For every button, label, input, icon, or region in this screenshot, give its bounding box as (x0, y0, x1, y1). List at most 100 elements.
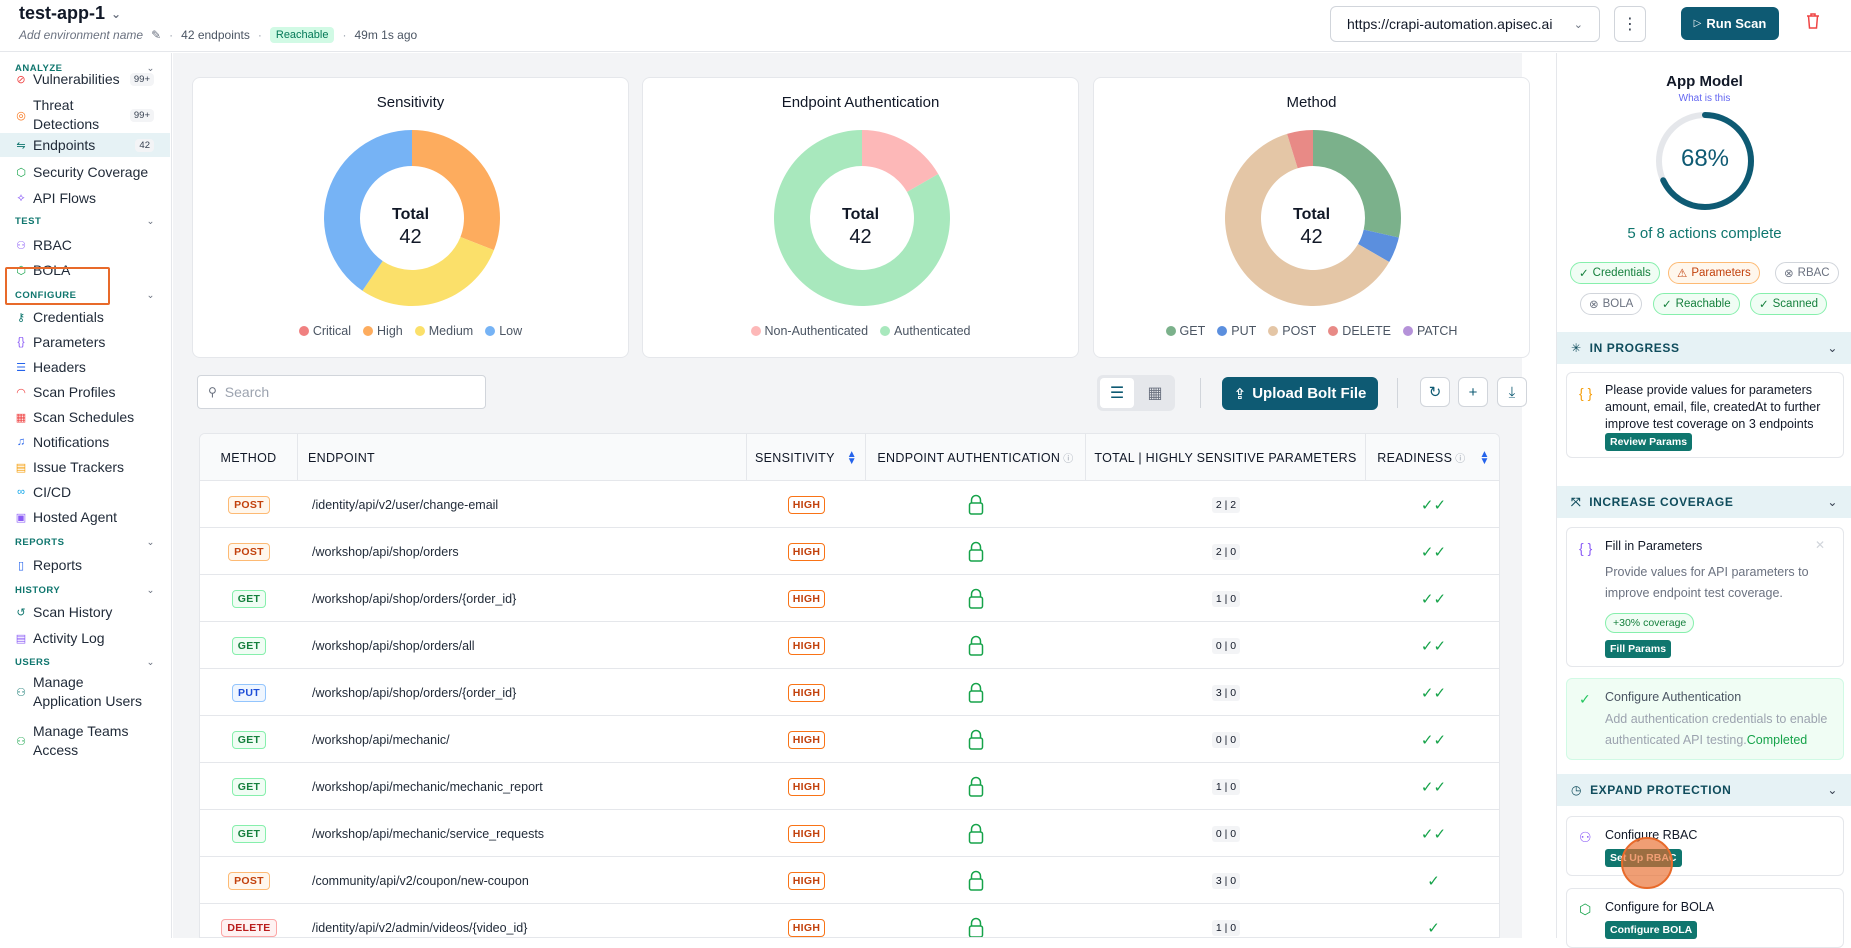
sidebar-item-threat-detections[interactable]: ◎ Threat Detections 99+ (0, 95, 170, 135)
slice-put[interactable] (1358, 229, 1399, 262)
endpoint-cell[interactable]: /identity/api/v2/admin/videos/{video_id} (312, 920, 528, 935)
sidebar-item-manage-application-users[interactable]: ⚇ Manage Application Users (0, 672, 170, 712)
table-row[interactable]: GET/workshop/api/shop/orders/all HIGH 0 | … (200, 622, 1499, 669)
chip-parameters[interactable]: ⚠ Parameters (1668, 262, 1760, 284)
run-scan-button[interactable]: ▷ Run Scan (1681, 7, 1779, 40)
slice-authenticated[interactable] (774, 130, 950, 306)
sidebar-item-scan-profiles[interactable]: ◠ Scan Profiles (0, 380, 170, 404)
chip-bola[interactable]: ⊗ BOLA (1580, 293, 1643, 315)
chip-reachable[interactable]: ✓ Reachable (1653, 293, 1740, 315)
sidebar-item-manage-teams-access[interactable]: ⚇ Manage Teams Access (0, 721, 170, 761)
column-header-authentication[interactable]: ENDPOINT AUTHENTICATION ⓘ (866, 434, 1086, 481)
sidebar-item-endpoints[interactable]: ⇋ Endpoints 42 (0, 133, 170, 157)
review-params-button[interactable]: Review Params (1605, 433, 1693, 451)
legend-item[interactable]: POST (1268, 324, 1316, 338)
column-header-parameters[interactable]: TOTAL | HIGHLY SENSITIVE PARAMETERS (1086, 434, 1366, 481)
legend-item[interactable]: DELETE (1328, 324, 1391, 338)
sidebar-item-activity-log[interactable]: ▤ Activity Log (0, 626, 170, 650)
sidebar-item-vulnerabilities[interactable]: ⊘ Vulnerabilities 99+ (0, 68, 170, 90)
sidebar-item-headers[interactable]: ☰ Headers (0, 355, 170, 379)
sidebar-item-issue-trackers[interactable]: ▤ Issue Trackers (0, 455, 170, 479)
legend-item[interactable]: GET (1165, 324, 1205, 338)
section-analyze[interactable]: ANALYZE ⌄ (15, 63, 155, 74)
chip-rbac[interactable]: ⊗ RBAC (1775, 262, 1839, 284)
close-icon[interactable]: ✕ (1814, 538, 1825, 552)
url-select[interactable]: https://crapi-automation.apisec.ai ⌄ (1330, 6, 1600, 42)
column-header-readiness[interactable]: READINESS ⓘ ▲ ▼ (1366, 434, 1499, 481)
table-row[interactable]: GET/workshop/api/mechanic/mechanic_repor… (200, 763, 1499, 810)
slice-delete[interactable] (1287, 130, 1313, 169)
endpoint-cell[interactable]: /workshop/api/mechanic/ (312, 732, 450, 747)
section-reports[interactable]: REPORTS ⌄ (15, 537, 155, 548)
endpoint-cell[interactable]: /workshop/api/shop/orders/all (312, 638, 475, 653)
authentication-donut[interactable] (774, 130, 950, 306)
legend-item[interactable]: Low (485, 324, 522, 338)
sidebar-item-notifications[interactable]: ♫ Notifications (0, 430, 170, 454)
sort-icon[interactable]: ▲ ▼ (846, 448, 857, 467)
method-donut[interactable] (1225, 130, 1401, 306)
more-options-button[interactable]: ⋮ (1614, 6, 1646, 42)
sidebar-item-hosted-agent[interactable]: ▣ Hosted Agent (0, 505, 170, 529)
section-test[interactable]: TEST ⌄ (15, 216, 155, 227)
grid-view-icon[interactable]: ▦ (1147, 385, 1163, 402)
legend-item[interactable]: Non-Authenticated (750, 324, 868, 338)
what-is-this-link[interactable]: What is this (1678, 93, 1731, 104)
column-header-method[interactable]: METHOD (200, 434, 298, 481)
configure-bola-button[interactable]: Configure BOLA (1605, 921, 1698, 939)
endpoint-cell[interactable]: /workshop/api/shop/orders/{order_id} (312, 591, 517, 606)
legend-item[interactable]: Medium (414, 324, 473, 338)
table-row[interactable]: PUT/workshop/api/shop/orders/{order_id} H… (200, 669, 1499, 716)
section-history[interactable]: HISTORY ⌄ (15, 585, 155, 596)
slice-non-authenticated[interactable] (862, 130, 939, 192)
info-icon[interactable]: ⓘ (1455, 454, 1466, 465)
plus-icon[interactable]: + (1458, 377, 1488, 407)
sort-icon[interactable]: ▲ ▼ (1479, 448, 1490, 467)
sidebar-item-parameters[interactable]: {} Parameters (0, 330, 170, 354)
table-row[interactable]: POST/identity/api/v2/user/change-email HI… (200, 481, 1499, 528)
legend-item[interactable]: PUT (1217, 324, 1256, 338)
sidebar-item-scan-schedules[interactable]: ▦ Scan Schedules (0, 405, 170, 429)
sidebar-item-scan-history[interactable]: ↺ Scan History (0, 600, 170, 624)
endpoint-cell[interactable]: /community/api/v2/coupon/new-coupon (312, 873, 529, 888)
table-row[interactable]: GET/workshop/api/shop/orders/{order_id} H… (200, 575, 1499, 622)
section-increase-coverage[interactable]: ⤧ INCREASE COVERAGE ⌄ (1557, 486, 1851, 518)
column-header-sensitivity[interactable]: SENSITIVITY ▲ ▼ (747, 434, 866, 481)
section-in-progress[interactable]: ✳ IN PROGRESS ⌄ (1557, 332, 1851, 364)
section-expand-protection[interactable]: ◷ EXPAND PROTECTION ⌄ (1557, 774, 1851, 806)
info-icon[interactable]: ⓘ (1063, 454, 1074, 465)
section-configure[interactable]: CONFIGURE ⌄ (15, 290, 155, 301)
sidebar-item-api-flows[interactable]: ⟡ API Flows (0, 186, 170, 210)
table-row[interactable]: GET/workshop/api/mechanic/service_reques… (200, 810, 1499, 857)
table-row[interactable]: POST/workshop/api/shop/orders HIGH 2 | 0 ✓✓ (200, 528, 1499, 575)
legend-item[interactable]: Critical (298, 324, 351, 338)
slice-get[interactable] (1313, 130, 1401, 238)
endpoint-cell[interactable]: /workshop/api/shop/orders (312, 544, 459, 559)
refresh-icon[interactable]: ↻ (1420, 377, 1450, 407)
trash-icon[interactable] (1806, 12, 1820, 34)
upload-bolt-file-button[interactable]: ⇪ Upload Bolt File (1222, 377, 1378, 410)
endpoint-cell[interactable]: /workshop/api/shop/orders/{order_id} (312, 685, 517, 700)
table-row[interactable]: POST/community/api/v2/coupon/new-coupon H… (200, 857, 1499, 904)
slice-low[interactable] (324, 130, 412, 291)
search-input[interactable]: ⚲ Search (197, 375, 486, 409)
app-selector[interactable]: test-app-1 ⌄ (19, 3, 121, 24)
slice-high[interactable] (412, 130, 500, 251)
endpoint-cell[interactable]: /workshop/api/mechanic/mechanic_report (312, 779, 543, 794)
pencil-icon[interactable]: ✎ (151, 28, 162, 42)
download-icon[interactable]: ⤓ (1497, 377, 1527, 407)
section-users[interactable]: USERS ⌄ (15, 657, 155, 668)
chip-credentials[interactable]: ✓ Credentials (1570, 262, 1660, 284)
column-header-endpoint[interactable]: ENDPOINT (298, 434, 747, 481)
sidebar-item-bola[interactable]: ⬡ BOLA (0, 258, 170, 282)
endpoint-cell[interactable]: /workshop/api/mechanic/service_requests (312, 826, 545, 841)
sidebar-item-security-coverage[interactable]: ⬡ Security Coverage (0, 160, 170, 184)
legend-item[interactable]: Authenticated (880, 324, 971, 338)
chip-scanned[interactable]: ✓ Scanned (1750, 293, 1828, 315)
sidebar-item-rbac[interactable]: ⚇ RBAC (0, 233, 170, 257)
endpoint-cell[interactable]: /identity/api/v2/user/change-email (312, 497, 499, 512)
sidebar-item-ci-cd[interactable]: ∞ CI/CD (0, 480, 170, 504)
slice-medium[interactable] (362, 236, 494, 306)
fill-params-button[interactable]: Fill Params (1605, 640, 1672, 658)
legend-item[interactable]: High (363, 324, 403, 338)
environment-name-field[interactable]: Add environment name (19, 28, 144, 42)
